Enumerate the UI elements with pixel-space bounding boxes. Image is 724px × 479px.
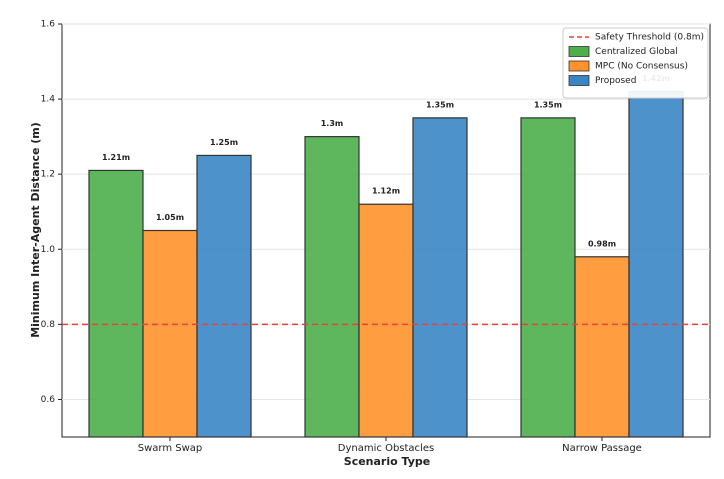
value-label: 1.35m — [534, 100, 562, 109]
y-tick-label: 1.4 — [41, 95, 56, 105]
legend-label: Proposed — [595, 76, 636, 86]
legend-swatch — [568, 75, 590, 86]
x-tick-label: Narrow Passage — [562, 443, 642, 454]
value-label: 1.35m — [426, 100, 454, 109]
value-label: 1.21m — [102, 153, 130, 162]
legend-box — [562, 27, 709, 99]
value-label: 1.05m — [156, 213, 184, 222]
x-axis-label: Scenario Type — [344, 455, 430, 468]
bar — [412, 117, 468, 438]
value-label: 1.3m — [321, 119, 344, 128]
value-label: 0.98m — [588, 239, 616, 248]
bar — [520, 117, 576, 438]
legend-label: MPC (No Consensus) — [595, 62, 688, 72]
value-label: 1.25m — [210, 138, 238, 147]
y-tick-label: 1.0 — [41, 245, 56, 255]
y-tick-label: 1.2 — [41, 170, 55, 180]
bar — [574, 256, 630, 438]
y-tick-label: 1.6 — [41, 20, 56, 30]
legend-label: Safety Threshold (0.8m) — [595, 33, 704, 43]
legend-label: Centralized Global — [595, 47, 678, 57]
bar — [88, 169, 144, 438]
y-tick-label: 0.8 — [41, 320, 56, 330]
x-tick-label: Swarm Swap — [138, 443, 203, 454]
legend-swatch — [568, 46, 590, 57]
bar — [196, 154, 252, 438]
y-tick-label: 0.6 — [41, 395, 56, 405]
bar — [142, 229, 198, 438]
value-label: 1.12m — [372, 187, 400, 196]
bar — [358, 203, 414, 438]
x-tick-label: Dynamic Obstacles — [338, 443, 434, 454]
legend-swatch — [568, 60, 590, 72]
bar — [628, 90, 684, 438]
y-axis-label: Minimum Inter-Agent Distance (m) — [29, 122, 42, 338]
bar — [304, 136, 360, 438]
